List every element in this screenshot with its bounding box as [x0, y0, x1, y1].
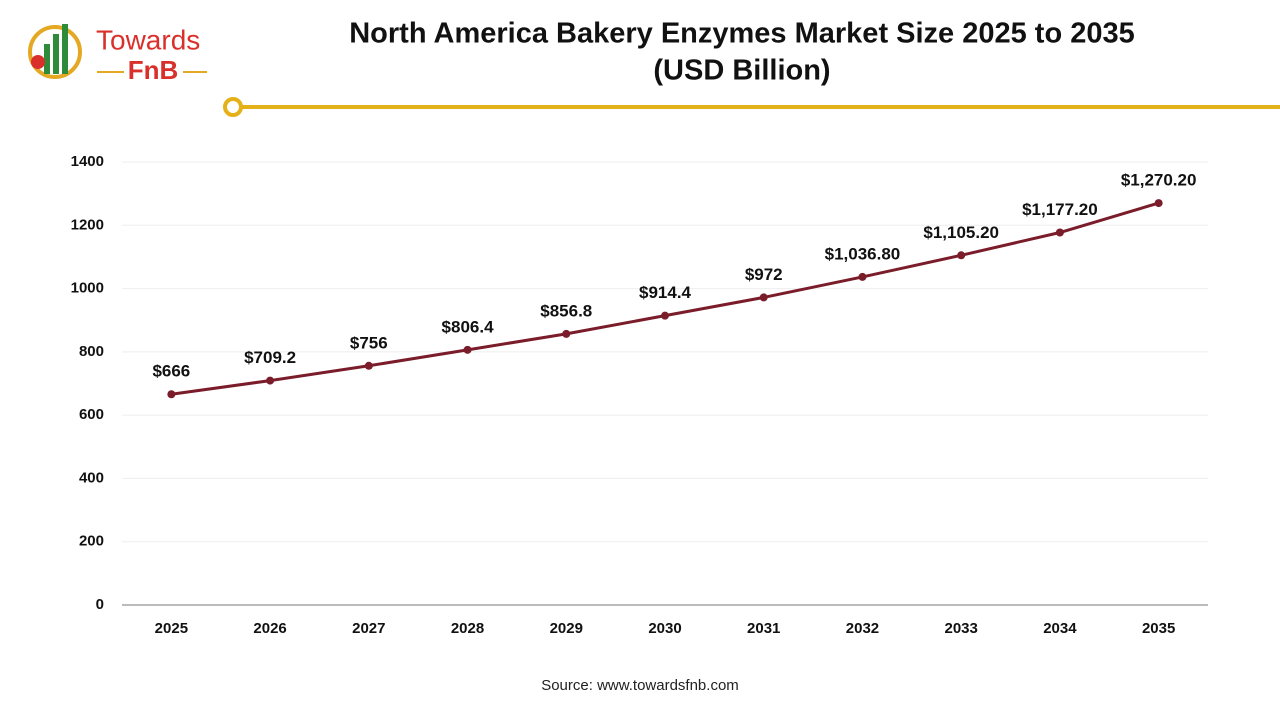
y-tick-label: 800	[79, 343, 104, 360]
logo-text: Towards	[96, 24, 200, 55]
data-label: $1,036.80	[825, 244, 901, 263]
y-tick-label: 1200	[71, 216, 104, 233]
y-tick-label: 400	[79, 469, 104, 486]
point	[266, 376, 275, 385]
logo-ring	[28, 25, 82, 79]
x-tick-label: 2030	[648, 620, 681, 637]
data-label: $709.2	[244, 348, 296, 367]
data-label: $1,105.20	[923, 223, 999, 242]
point	[463, 345, 472, 354]
data-label: $1,177.20	[1022, 200, 1098, 219]
x-tick-label: 2034	[1043, 620, 1077, 637]
x-tick-label: 2031	[747, 620, 780, 637]
x-tick-label: 2025	[155, 620, 188, 637]
point	[858, 272, 867, 281]
x-tick-label: 2032	[846, 620, 879, 637]
logo-dot	[31, 55, 45, 69]
x-tick-label: 2026	[253, 620, 286, 637]
logo-bar	[44, 44, 50, 74]
y-tick-label: 0	[96, 596, 104, 613]
logo-text: FnB	[128, 55, 179, 85]
point	[562, 329, 571, 338]
point	[1055, 228, 1064, 237]
source: Source: www.towardsfnb.com	[541, 677, 739, 694]
data-label: $1,270.20	[1121, 171, 1197, 190]
x-tick-label: 2027	[352, 620, 385, 637]
data-label: $972	[745, 265, 783, 284]
point	[167, 390, 176, 399]
x-tick-label: 2028	[451, 620, 484, 637]
data-label: $856.8	[540, 301, 592, 320]
header-rule-dot	[223, 97, 243, 117]
x-tick-label: 2029	[550, 620, 583, 637]
logo-bar	[62, 24, 68, 74]
point	[759, 293, 768, 302]
point	[957, 251, 966, 260]
data-label: $756	[350, 333, 388, 352]
point	[661, 311, 669, 320]
y-tick-label: 1400	[71, 153, 104, 170]
data-label: $914.4	[639, 283, 692, 302]
x-tick-label: 2035	[1142, 620, 1175, 637]
logo-bar	[53, 34, 59, 74]
y-tick-label: 200	[79, 533, 104, 550]
chart-subtitle: (USD Billion)	[653, 55, 830, 87]
data-label: $806.4	[442, 317, 495, 336]
logo: Towards FnB	[28, 24, 207, 85]
point	[1154, 199, 1163, 208]
chart-title: North America Bakery Enzymes Market Size…	[349, 18, 1135, 50]
data-label: $666	[152, 362, 190, 381]
x-tick-label: 2033	[944, 620, 977, 637]
y-tick-label: 1000	[71, 280, 104, 297]
point	[364, 361, 373, 370]
y-tick-label: 600	[79, 406, 104, 423]
